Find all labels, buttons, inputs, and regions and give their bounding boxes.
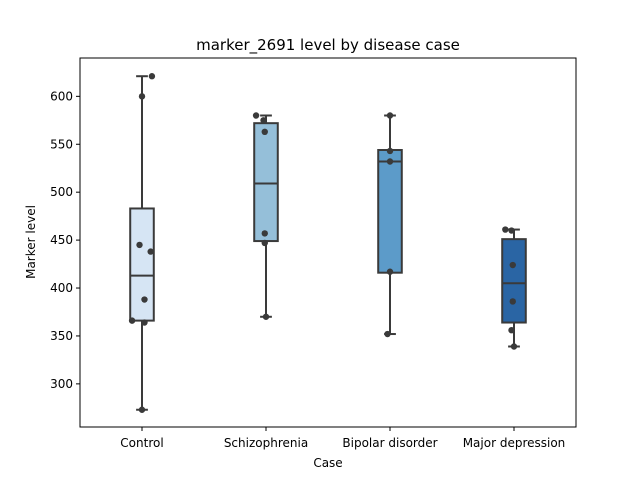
x-tick-label: Schizophrenia [224,436,308,450]
data-point [386,268,394,275]
data-point [386,112,394,119]
y-axis-label: Marker level [24,205,38,279]
data-point [141,319,148,326]
chart-title: marker_2691 level by disease case [196,36,460,55]
box-body [253,122,279,243]
data-point [261,230,268,237]
points-2 [252,112,270,320]
data-point [138,406,146,413]
data-point [384,330,391,338]
x-tick-label: Major depression [463,436,566,450]
data-point [262,313,270,320]
box-body [501,238,527,324]
data-point [260,117,267,124]
y-tick-label: 350 [50,329,73,343]
data-point [138,93,146,100]
x-tick-label: Control [120,436,163,450]
data-point [147,248,154,255]
x-tick-label: Bipolar disorder [342,436,437,450]
data-point [148,73,156,80]
data-point [261,239,268,247]
box-body [377,149,403,274]
y-tick-label: 300 [50,377,73,391]
y-tick-label: 500 [50,185,73,199]
data-point [386,158,394,165]
data-point [136,241,143,249]
y-tick-label: 600 [50,89,73,103]
box-2 [253,114,279,318]
data-point [508,227,515,234]
y-tick-label: 450 [50,233,73,247]
data-point [509,261,516,269]
box-body [129,207,155,322]
box-1 [129,75,155,411]
data-point [141,296,148,303]
data-point [386,147,394,155]
plot-frame [79,57,577,428]
plot-area [128,73,527,413]
data-point [252,112,260,119]
box-3 [377,114,403,336]
x-axis-label: Case [313,456,342,470]
points-1 [128,73,156,413]
points-3 [384,112,394,338]
data-point [508,326,515,334]
data-point [509,298,516,305]
data-point [128,317,136,324]
y-tick-label: 550 [50,137,73,151]
data-point [261,128,268,135]
points-4 [502,226,518,350]
y-tick-label: 400 [50,281,73,295]
data-point [502,226,509,233]
data-point [510,343,518,350]
